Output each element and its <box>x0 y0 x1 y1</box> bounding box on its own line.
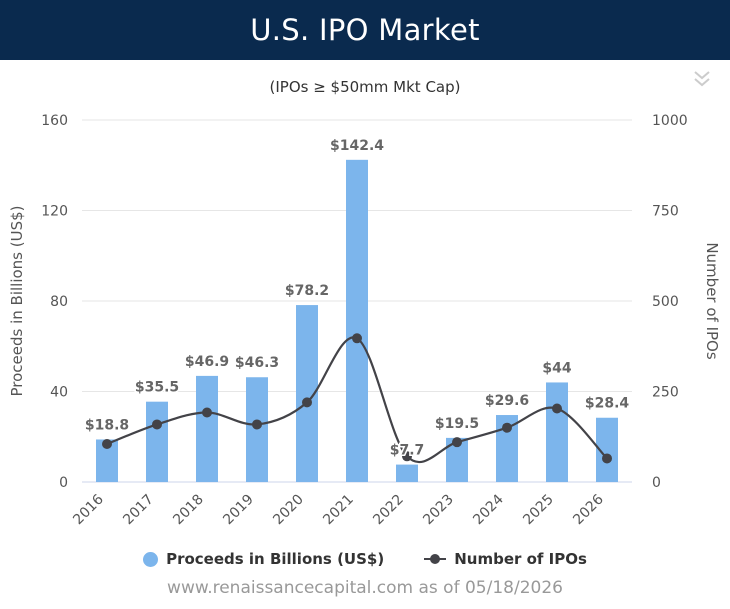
chart-subtitle: (IPOs ≥ $50mm Mkt Cap) <box>270 78 461 96</box>
x-tick-label: 2018 <box>170 492 207 529</box>
page-title: U.S. IPO Market <box>250 13 480 47</box>
proceeds-data-label: $29.6 <box>485 393 529 409</box>
proceeds-bar <box>246 377 268 482</box>
proceeds-bar <box>546 382 568 482</box>
proceeds-bar <box>396 464 418 482</box>
proceeds-data-label: $19.5 <box>435 416 479 432</box>
proceeds-bar <box>596 417 618 482</box>
proceeds-bar <box>496 415 518 482</box>
y-left-axis-title: Proceeds in Billions (US$) <box>8 205 26 396</box>
proceeds-data-label: $78.2 <box>285 283 329 299</box>
ipo-count-point <box>502 422 512 433</box>
ipo-count-point <box>552 403 562 414</box>
x-tick-label: 2022 <box>370 492 407 529</box>
ipo-chart: (IPOs ≥ $50mm Mkt Cap) 0 40 80 120 160 0 250 500… <box>8 78 721 529</box>
y-right-tick-label: 0 <box>652 475 661 491</box>
proceeds-bar <box>96 439 118 482</box>
chart-header: U.S. IPO Market <box>0 0 730 60</box>
ipo-count-point <box>602 453 612 464</box>
legend-item-proceeds[interactable]: Proceeds in Billions (US$) <box>143 550 384 568</box>
x-tick-label: 2017 <box>120 492 157 529</box>
proceeds-data-label: $44 <box>542 360 571 376</box>
x-tick-label: 2024 <box>470 491 507 528</box>
proceeds-data-label: $46.3 <box>235 355 279 371</box>
proceeds-data-label: $18.8 <box>85 417 129 433</box>
proceeds-data-label: $7.7 <box>390 443 425 459</box>
ipo-count-point <box>252 419 262 430</box>
x-tick-label: 2019 <box>220 492 257 529</box>
x-tick-label: 2020 <box>270 492 307 529</box>
y-left-tick-label: 40 <box>50 385 68 401</box>
proceeds-data-label: $142.4 <box>330 138 384 154</box>
x-tick-label: 2026 <box>570 491 607 528</box>
x-tick-label: 2023 <box>420 492 457 529</box>
x-tick-label: 2016 <box>70 491 107 528</box>
chart-legend: Proceeds in Billions (US$) Number of IPO… <box>0 550 730 568</box>
legend-label-proceeds: Proceeds in Billions (US$) <box>166 550 385 568</box>
ipo-count-point <box>102 438 112 449</box>
proceeds-bar <box>196 375 218 482</box>
y-right-axis-title: Number of IPOs <box>703 242 721 360</box>
y-right-tick-label: 250 <box>652 385 679 401</box>
source-credit: www.renaissancecapital.com as of 05/18/2… <box>167 578 563 598</box>
proceeds-data-label: $28.4 <box>585 396 630 412</box>
y-right-tick-label: 500 <box>652 294 679 310</box>
ipo-count-point <box>402 451 412 462</box>
ipo-count-point <box>152 419 162 430</box>
proceeds-bar <box>446 437 468 482</box>
ipo-count-point <box>202 407 212 418</box>
proceeds-bar <box>146 401 168 482</box>
proceeds-data-label: $35.5 <box>135 380 179 396</box>
y-left-tick-label: 80 <box>50 294 68 310</box>
legend-label-ipos: Number of IPOs <box>454 550 587 568</box>
legend-line-swatch <box>424 552 447 566</box>
ipo-count-point <box>452 437 462 448</box>
double-chevron-down-icon <box>694 71 710 87</box>
ipo-count-point <box>302 397 312 408</box>
y-left-tick-label: 160 <box>41 113 68 129</box>
proceeds-bar <box>346 159 368 482</box>
x-tick-label: 2025 <box>520 492 557 529</box>
y-left-tick-label: 120 <box>41 204 68 220</box>
y-left-tick-label: 0 <box>59 475 68 491</box>
proceeds-bar <box>296 305 318 482</box>
proceeds-data-label: $46.9 <box>185 354 229 370</box>
legend-item-ipos[interactable]: Number of IPOs <box>424 550 587 568</box>
x-tick-label: 2021 <box>320 492 357 529</box>
y-right-tick-label: 1000 <box>652 113 688 129</box>
y-right-tick-label: 750 <box>652 204 679 220</box>
chart-menu-button[interactable] <box>692 68 712 90</box>
ipo-count-point <box>352 333 362 344</box>
legend-bar-swatch <box>143 551 159 567</box>
